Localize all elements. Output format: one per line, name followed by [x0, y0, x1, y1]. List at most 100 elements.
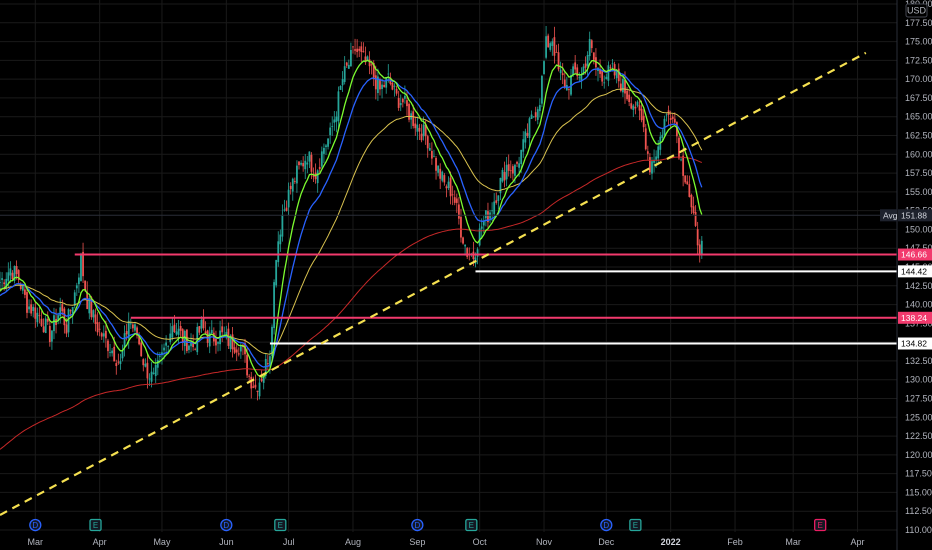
- candle-body: [335, 116, 338, 122]
- candle-body: [646, 151, 649, 154]
- candle-body: [385, 77, 388, 88]
- price-tick-label: 125.00: [905, 412, 932, 422]
- dividend-marker[interactable]: D: [411, 518, 424, 532]
- candle-body: [534, 112, 537, 118]
- candle-body: [78, 277, 80, 285]
- candle-body: [329, 127, 332, 136]
- candle: [136, 325, 138, 339]
- candle: [204, 321, 207, 335]
- dividend-marker-shape: [29, 518, 42, 532]
- earnings-marker[interactable]: E: [465, 518, 478, 532]
- candle-body: [190, 342, 192, 347]
- candle-body: [142, 359, 145, 366]
- price-tick-label: 170.00: [905, 74, 932, 84]
- candle-body: [208, 332, 211, 347]
- dividend-marker[interactable]: D: [29, 518, 42, 532]
- candle: [532, 116, 535, 118]
- candle-body: [476, 249, 479, 257]
- candle-body: [275, 260, 278, 286]
- candle-body: [94, 314, 97, 324]
- candle-body: [644, 128, 647, 150]
- candle: [545, 26, 547, 60]
- candle-body: [516, 161, 518, 164]
- avg-tag: [898, 209, 932, 222]
- candle-body: [381, 84, 383, 90]
- candle-body: [237, 353, 240, 355]
- candle-body: [414, 123, 417, 129]
- candle-body: [206, 330, 209, 343]
- candle-body: [360, 46, 363, 52]
- candle-body: [445, 186, 448, 189]
- candle-body: [183, 330, 186, 347]
- candle: [266, 355, 269, 370]
- candle-body: [61, 304, 64, 312]
- currency-text: USD: [907, 6, 927, 16]
- candle: [491, 202, 494, 221]
- candle-body: [391, 82, 394, 90]
- candle-body: [628, 94, 631, 102]
- price-axis[interactable]: 110.00 112.50 115.00 117.50 120.00 122.50 125.…: [880, 0, 932, 550]
- candle: [441, 170, 444, 183]
- candle: [547, 33, 550, 48]
- candle-body: [210, 329, 213, 334]
- earnings-marker[interactable]: E: [274, 518, 287, 532]
- candle-body: [377, 76, 379, 94]
- candle: [181, 328, 184, 351]
- candle-body: [281, 214, 284, 237]
- candle-body: [98, 328, 101, 330]
- dividend-marker[interactable]: D: [600, 518, 613, 532]
- candle-body: [408, 103, 410, 120]
- candle-body: [256, 390, 259, 392]
- candle: [98, 321, 101, 337]
- time-axis[interactable]: Mar Apr May Jun Jul Aug Sep Oct Nov Dec 2022 Feb Mar…: [28, 537, 865, 547]
- candle: [1, 272, 3, 290]
- candle-body: [536, 109, 539, 120]
- candle-body: [158, 355, 161, 357]
- candle-body: [698, 244, 701, 255]
- earnings-marker[interactable]: E: [814, 518, 827, 532]
- candle-body: [700, 240, 703, 255]
- candle: [146, 353, 149, 389]
- candle-body: [555, 51, 558, 53]
- earnings-marker[interactable]: E: [629, 518, 642, 532]
- candle: [576, 64, 579, 80]
- candle-body: [416, 124, 419, 132]
- candle-body: [337, 91, 340, 121]
- candle-body: [233, 347, 236, 353]
- candle: [505, 156, 508, 187]
- candle: [555, 44, 558, 53]
- candle: [289, 182, 292, 195]
- time-tick-label: Jun: [219, 537, 234, 547]
- candle-body: [154, 364, 157, 377]
- candle: [148, 373, 151, 386]
- time-tick-label: Dec: [598, 537, 615, 547]
- candle-body: [36, 312, 39, 323]
- price-tick-label: 147.50: [905, 243, 932, 253]
- candle-body: [21, 285, 24, 291]
- candle-body: [136, 327, 138, 336]
- candle-body: [42, 326, 45, 333]
- dividend-marker[interactable]: D: [220, 518, 233, 532]
- candle-body: [420, 133, 423, 141]
- candle: [457, 197, 460, 225]
- candle: [360, 41, 363, 62]
- candle-body: [478, 228, 481, 246]
- candle-body: [30, 304, 33, 314]
- level-tag-text: 144.42: [901, 266, 927, 276]
- candle-body: [173, 324, 176, 332]
- plot-area[interactable]: [0, 26, 897, 516]
- candle-body: [511, 166, 514, 174]
- candle-body: [682, 155, 685, 176]
- candle: [202, 309, 205, 331]
- candle-body: [202, 318, 205, 329]
- candle: [337, 86, 340, 131]
- candle-body: [609, 67, 612, 69]
- candle: [383, 81, 386, 88]
- earnings-marker[interactable]: E: [89, 518, 102, 532]
- candle: [588, 31, 591, 61]
- candle: [628, 89, 631, 107]
- candle: [9, 261, 12, 283]
- candle-body: [509, 170, 512, 172]
